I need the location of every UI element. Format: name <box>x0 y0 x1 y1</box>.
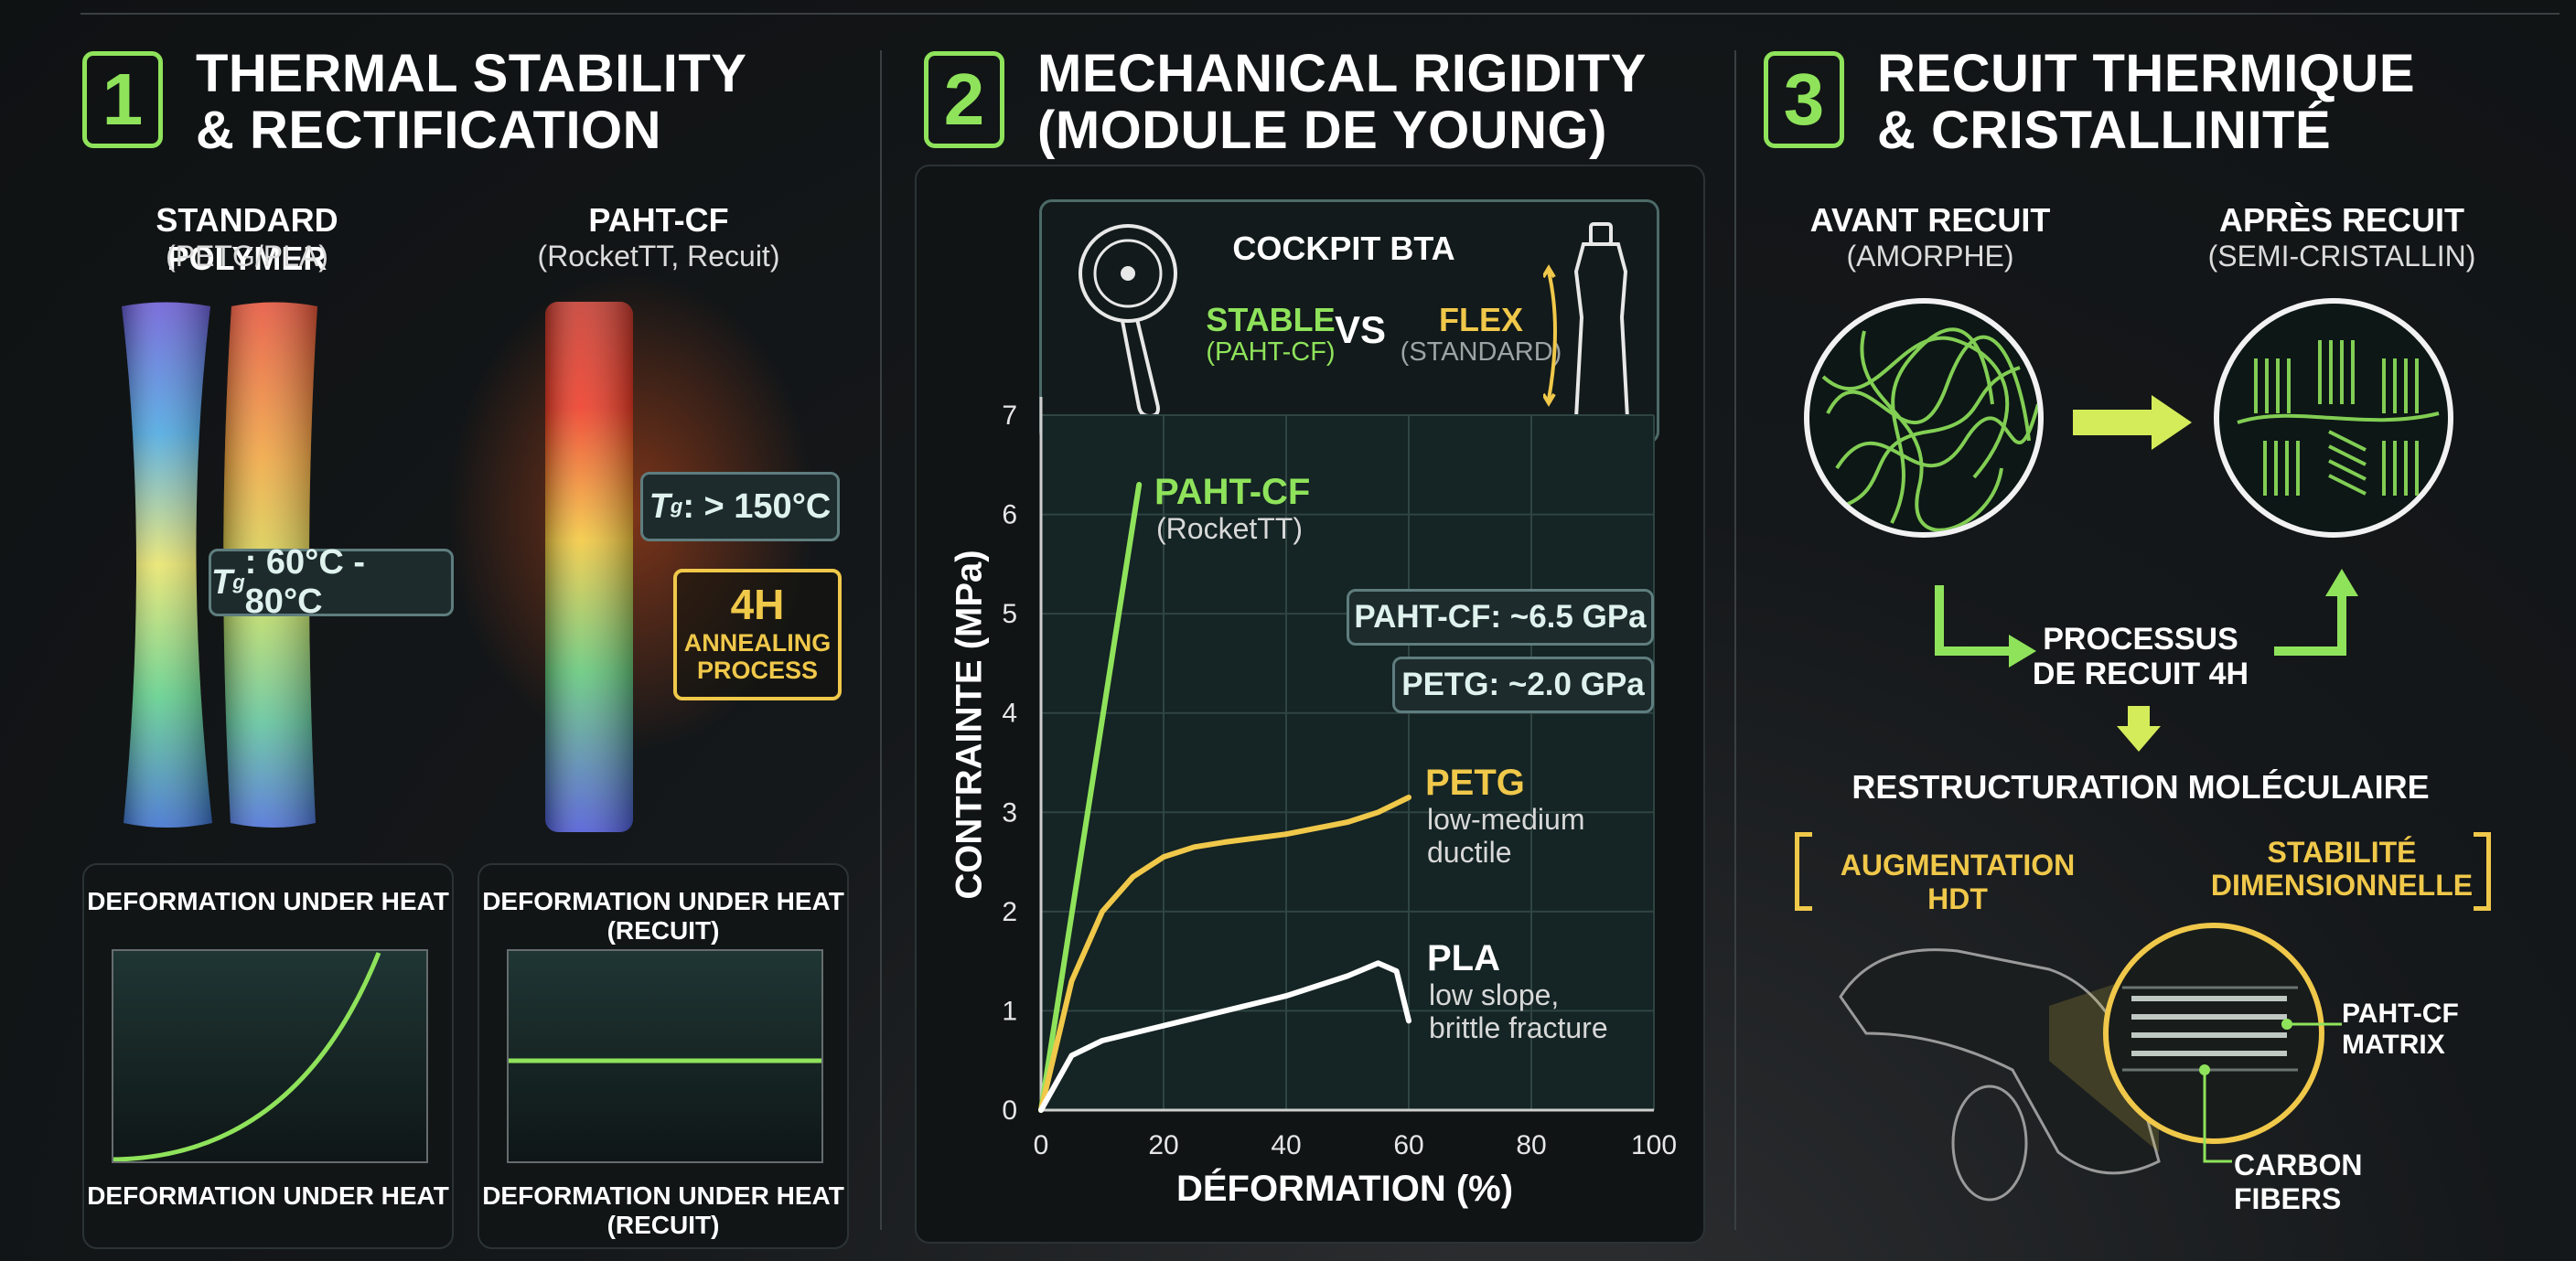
after-sub: (SEMI-CRISTALLIN) <box>2207 240 2476 273</box>
stable-sub: (PAHT-CF) <box>1206 337 1336 367</box>
x-tick-label: 80 <box>1516 1130 1546 1160</box>
after-title: APRÈS RECUIT <box>2218 201 2465 239</box>
chart-xlabel: DÉFORMATION (%) <box>1175 1169 1514 1209</box>
deformation-recuit-label-top: DEFORMATION UNDER HEAT (RECUIT) <box>482 887 844 945</box>
annotation-pla: PLA <box>1427 938 1500 978</box>
y-tick-label: 1 <box>1002 996 1017 1026</box>
standard-polymer-title: STANDARD POLYMER <box>156 201 338 277</box>
annotation-paht-cf-sub: (RocketTT) <box>1156 512 1303 545</box>
vs-label: VS <box>1334 308 1387 351</box>
paht-cf-sub: (RocketTT, Recuit) <box>537 240 780 273</box>
matrix-label: PAHT-CF MATRIX <box>2342 999 2459 1060</box>
before-sub: (AMORPHE) <box>1846 240 2014 273</box>
plot-area <box>1041 415 1654 1110</box>
modulus-tag-paht: PAHT-CF: ~6.5 GPa <box>1347 589 1654 646</box>
annotation-petg: PETG <box>1425 763 1525 803</box>
section-divider-1 <box>880 50 882 1230</box>
y-tick-label: 6 <box>1002 500 1017 530</box>
y-tick-label: 5 <box>1002 599 1017 629</box>
annotation-petg-sub: low-medium ductile <box>1427 803 1585 869</box>
flex-label: FLEX <box>1438 301 1523 338</box>
amorphous-structure-circle <box>1804 298 2044 538</box>
stable-label: STABLE <box>1206 301 1336 338</box>
fibers-label: CARBON FIBERS <box>2234 1149 2363 1215</box>
x-tick-label: 40 <box>1271 1130 1301 1160</box>
deformation-recuit-label-bottom: DEFORMATION UNDER HEAT (RECUIT) <box>482 1181 844 1239</box>
y-tick-label: 0 <box>1002 1095 1017 1126</box>
cockpit-title: COCKPIT BTA <box>1232 230 1455 267</box>
before-title: AVANT RECUIT <box>1809 201 2051 239</box>
section-2-number: 2 <box>924 51 1004 148</box>
standard-polymer-sub: (PETG/PLA) <box>166 240 328 273</box>
x-tick-label: 0 <box>1034 1130 1049 1160</box>
x-tick-label: 20 <box>1148 1130 1178 1160</box>
flex-sub: (STANDARD) <box>1400 337 1562 367</box>
y-tick-label: 7 <box>1002 401 1017 431</box>
section-3-title: RECUIT THERMIQUE & CRISTALLINITÉ <box>1877 44 2415 160</box>
deformation-curve-standard <box>113 952 381 1161</box>
restructuring-label: RESTRUCTURATION MOLÉCULAIRE <box>1852 768 2430 806</box>
hdt-label: AUGMENTATION HDT <box>1840 849 2076 915</box>
annotation-pla-sub: low slope, brittle fracture <box>1429 978 1608 1044</box>
deformation-minichart-standard <box>112 949 428 1163</box>
deformation-panel-standard: DEFORMATION UNDER HEAT DEFORMATION UNDER… <box>82 863 454 1249</box>
x-tick-label: 100 <box>1631 1130 1677 1160</box>
deformation-label-bottom: DEFORMATION UNDER HEAT <box>87 1181 449 1210</box>
y-tick-label: 4 <box>1002 699 1017 729</box>
series-line-pla <box>1038 960 1411 1113</box>
section-1-title: THERMAL STABILITY & RECTIFICATION <box>196 44 747 160</box>
top-divider <box>80 13 2560 15</box>
deformation-minichart-recuit <box>507 949 823 1163</box>
series-line-petg <box>1038 795 1411 1113</box>
semicrystalline-structure-circle <box>2214 298 2453 538</box>
paht-cf-title: PAHT-CF <box>588 201 729 239</box>
section-3-number: 3 <box>1764 51 1844 148</box>
stability-label: STABILITÉ DIMENSIONNELLE <box>2210 836 2474 902</box>
process-label: PROCESSUS DE RECUIT 4H <box>2032 622 2249 691</box>
annotation-paht-cf: PAHT-CF <box>1154 472 1311 512</box>
deformation-panel-recuit: DEFORMATION UNDER HEAT (RECUIT) DEFORMAT… <box>478 863 849 1249</box>
deformation-label-top: DEFORMATION UNDER HEAT <box>87 887 449 915</box>
stability-bracket-right <box>2474 832 2491 911</box>
cockpit-box: COCKPIT BTA STABLE (PAHT-CF) VS FLEX (ST… <box>1039 199 1659 444</box>
section-divider-2 <box>1734 50 1736 1230</box>
series-line-paht-cf <box>1038 482 1143 1113</box>
section-1-number: 1 <box>82 51 163 148</box>
hdt-bracket-left <box>1795 832 1812 911</box>
y-tick-label: 2 <box>1002 897 1017 927</box>
section-2-title: MECHANICAL RIGIDITY (MODULE DE YOUNG) <box>1037 44 1647 160</box>
annealing-badge: 4H ANNEALING PROCESS <box>673 569 842 700</box>
y-tick-label: 3 <box>1002 797 1017 828</box>
modulus-tag-petg: PETG: ~2.0 GPa <box>1392 657 1654 713</box>
x-tick-label: 60 <box>1393 1130 1423 1160</box>
